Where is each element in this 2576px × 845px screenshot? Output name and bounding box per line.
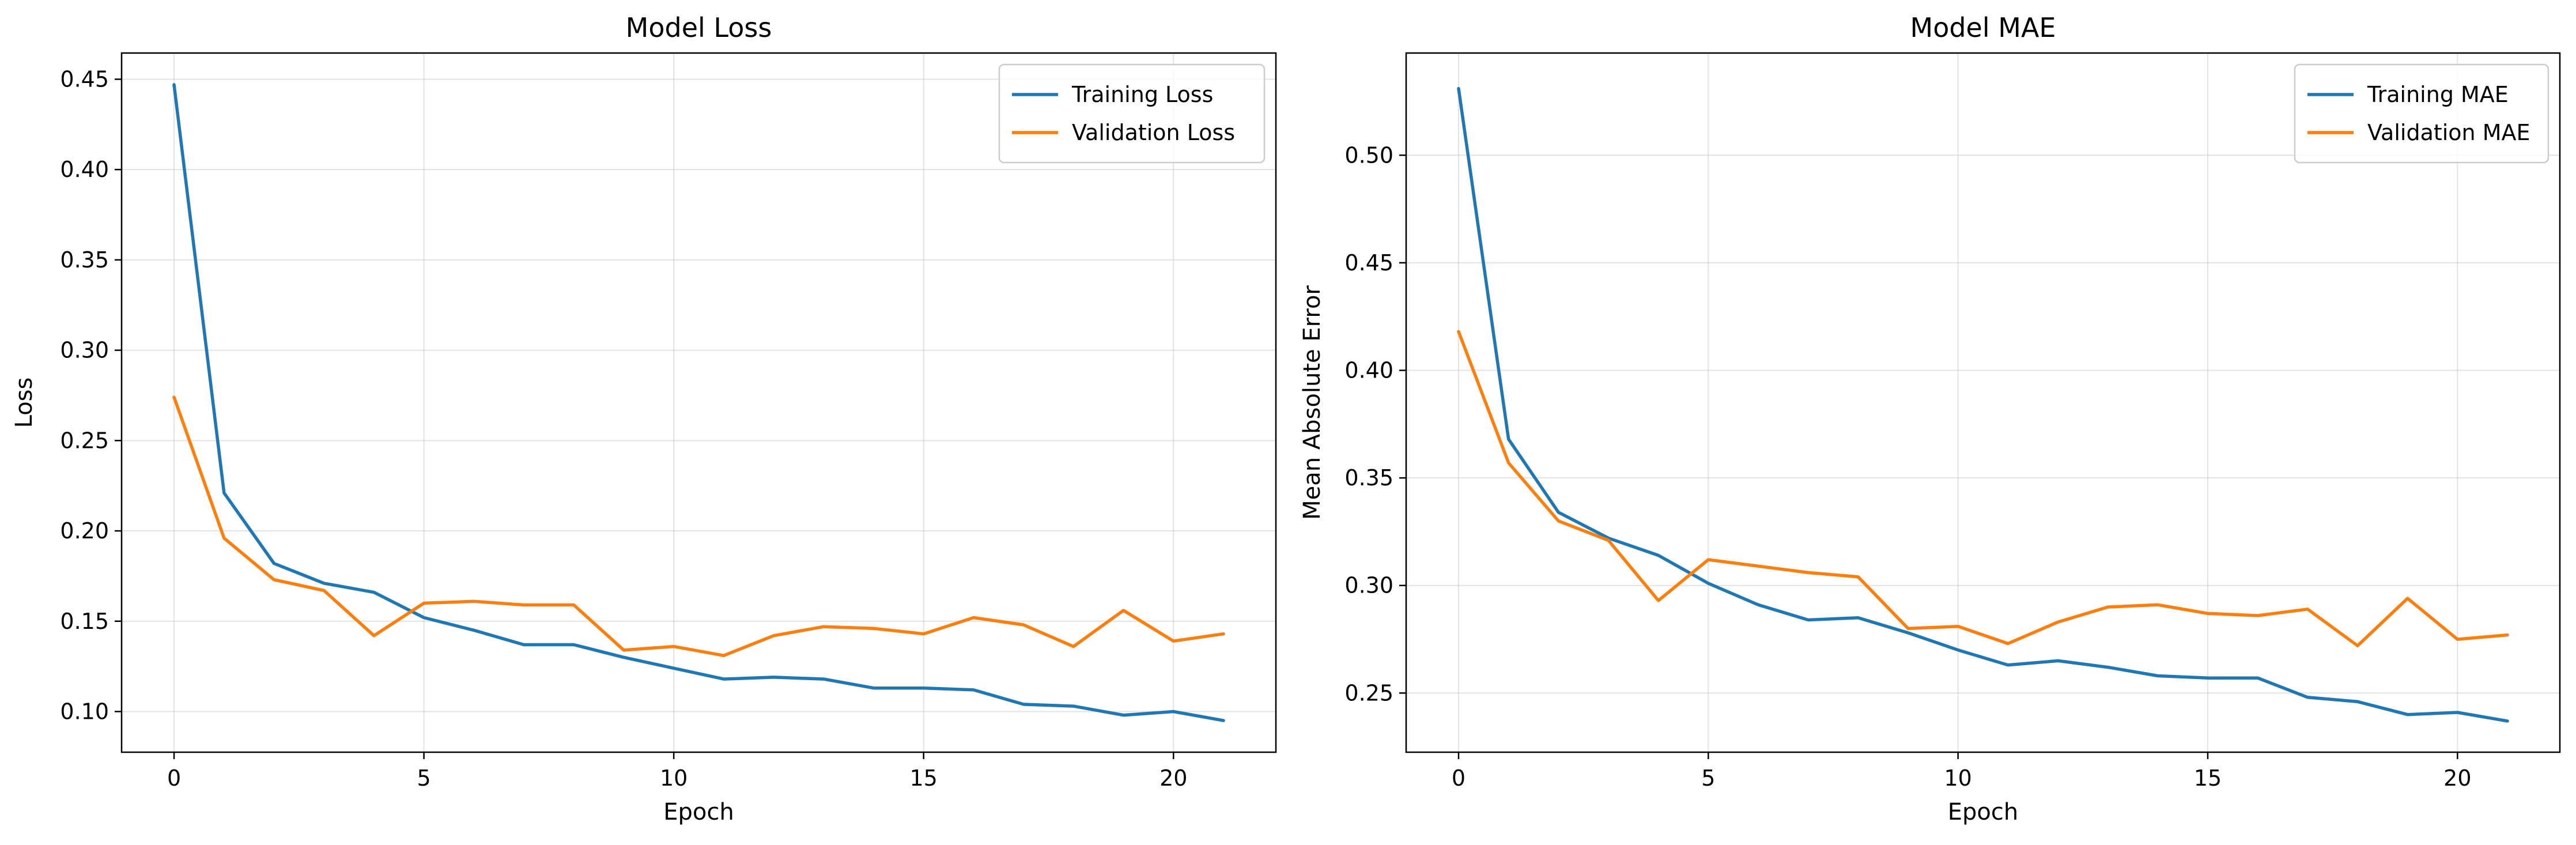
y-tick-label: 0.25	[60, 428, 109, 453]
series-line-validation-loss	[172, 395, 1225, 658]
x-tick-label: 20	[1159, 765, 1187, 791]
x-axis-label: Epoch	[663, 799, 734, 825]
legend-entry: Validation Loss	[1072, 120, 1235, 145]
y-tick-label: 0.30	[60, 338, 109, 363]
series-line-validation-mae	[1457, 330, 2509, 648]
legend-entry: Training Loss	[1071, 82, 1213, 107]
y-tick-label: 0.35	[60, 247, 109, 273]
chart-title: Model MAE	[1910, 12, 2056, 43]
legend-box	[998, 63, 1266, 164]
y-tick-label: 0.35	[1344, 465, 1393, 491]
y-tick-label: 0.50	[1344, 142, 1393, 168]
x-tick-label: 5	[1701, 765, 1715, 791]
legend-entry: Validation MAE	[2367, 120, 2530, 145]
x-tick-label: 5	[417, 765, 431, 791]
legend: Training Loss Validation Loss	[998, 63, 1266, 164]
legend-box	[2294, 63, 2549, 164]
y-axis-label: Loss	[11, 378, 37, 428]
y-axis-label: Mean Absolute Error	[1299, 285, 1325, 520]
y-tick-label: 0.15	[60, 609, 109, 634]
x-tick-label: 0	[1452, 765, 1465, 791]
series-line-training-mae	[1457, 86, 2509, 723]
y-tick-label: 0.40	[1344, 358, 1393, 383]
mae-chart: 0 5 10 15 20 0.25 0.30 0.35 0.40 0.45 0.50 Model MA…	[1299, 12, 2561, 825]
plot-frame	[1405, 52, 2561, 753]
series-line-training-loss	[172, 83, 1225, 722]
y-tick-label: 0.25	[1344, 680, 1393, 706]
y-tick-label: 0.10	[60, 699, 109, 724]
y-tick-label: 0.45	[60, 66, 109, 92]
x-tick-label: 10	[1944, 765, 1971, 791]
plot-frame	[120, 52, 1277, 753]
loss-chart: 0 5 10 15 20 0.10 0.15 0.20 0.25 0.30 0.35 0.40 0.45…	[11, 12, 1277, 825]
y-tick-label: 0.40	[60, 157, 109, 182]
x-axis-label: Epoch	[1948, 799, 2018, 825]
x-tick-label: 10	[660, 765, 688, 791]
x-tick-label: 15	[2194, 765, 2222, 791]
x-tick-label: 20	[2443, 765, 2471, 791]
y-tick-label: 0.20	[60, 518, 109, 544]
legend: Training MAE Validation MAE	[2294, 63, 2549, 164]
x-tick-label: 0	[167, 765, 181, 791]
x-tick-label: 15	[910, 765, 938, 791]
chart-title: Model Loss	[626, 12, 772, 43]
legend-entry: Training MAE	[2367, 82, 2509, 107]
y-tick-label: 0.30	[1344, 573, 1393, 598]
y-tick-label: 0.45	[1344, 250, 1393, 276]
